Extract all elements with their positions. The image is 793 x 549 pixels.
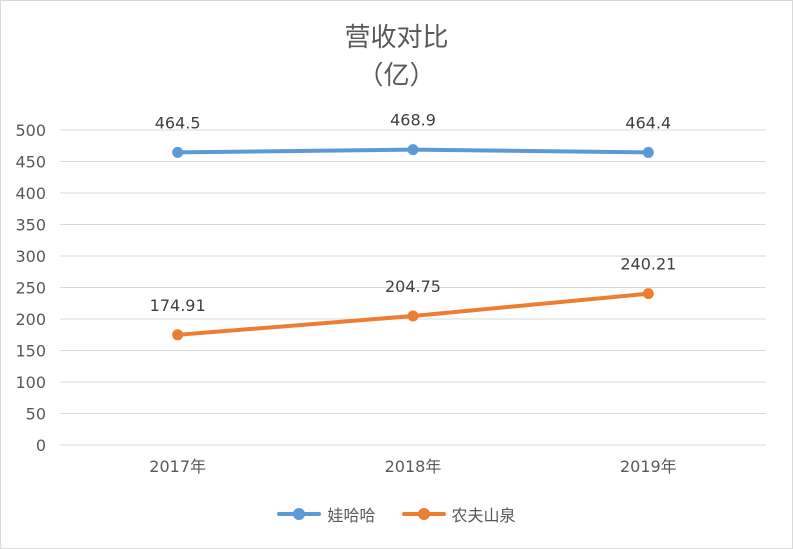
data-label: 468.9 [390,111,436,130]
chart-title: 营收对比 [344,23,449,53]
legend-swatch-nongfu [401,507,446,521]
data-point [407,144,419,156]
y-tick-label: 300 [15,247,46,266]
y-tick-label: 250 [15,279,46,298]
y-tick-label: 400 [15,184,46,203]
legend-item-wahaha[interactable]: 娃哈哈 [277,502,376,526]
y-tick-label: 500 [15,121,46,140]
legend-label-wahaha: 娃哈哈 [327,506,376,525]
legend-item-nongfu[interactable]: 农夫山泉 [401,502,516,526]
series-lines [172,144,654,341]
y-tick-label: 450 [15,153,46,172]
data-label: 204.75 [385,277,441,296]
data-label: 174.91 [150,296,206,315]
x-tick-label: 2018年 [385,457,442,476]
data-point [642,146,654,158]
y-tick-label: 350 [15,216,46,235]
y-axis-ticks: 0 50 100 150 200 250 300 350 400 450 500 [15,121,46,455]
x-axis-ticks: 2017年 2018年 2019年 [149,457,676,476]
legend: 娃哈哈 农夫山泉 [0,502,793,526]
data-point [642,288,654,300]
legend-label-nongfu: 农夫山泉 [451,506,516,525]
x-tick-label: 2019年 [620,457,677,476]
data-label: 464.4 [625,113,671,132]
x-tick-label: 2017年 [149,457,206,476]
data-labels: 464.5 468.9 464.4 174.91 204.75 240.21 [150,111,677,315]
data-point [407,310,419,322]
data-point [172,146,184,158]
y-tick-label: 50 [26,405,46,424]
data-point [172,329,184,341]
y-tick-label: 150 [15,342,46,361]
legend-swatch-wahaha [277,507,322,521]
y-tick-label: 200 [15,310,46,329]
y-tick-label: 0 [36,436,46,455]
data-label: 464.5 [155,113,201,132]
chart-title-unit: （亿） [357,61,436,91]
y-tick-label: 100 [15,373,46,392]
gridlines [60,129,766,446]
data-label: 240.21 [620,255,676,274]
